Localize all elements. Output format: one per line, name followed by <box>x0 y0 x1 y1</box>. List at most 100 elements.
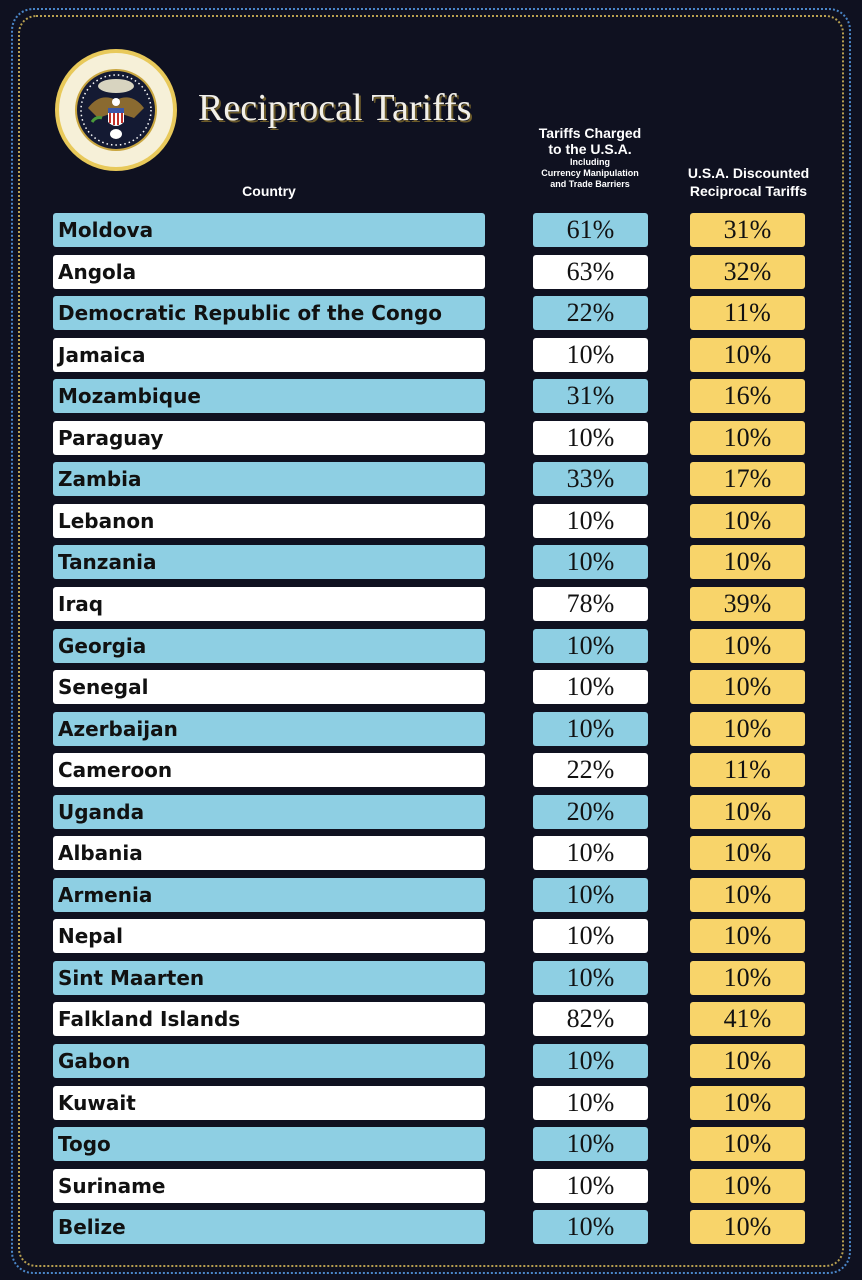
outer-dotted-border <box>11 8 851 1274</box>
table-row: Armenia 10% 10% <box>0 877 862 912</box>
table-row: Democratic Republic of the Congo 22% 11% <box>0 296 862 331</box>
country-cell: Sint Maarten <box>53 960 485 995</box>
tariff-charged-cell: 10% <box>533 1168 648 1203</box>
discounted-tariff-cell: 17% <box>690 462 805 497</box>
header-charged-sub3: and Trade Barriers <box>550 179 630 189</box>
country-cell: Democratic Republic of the Congo <box>53 296 485 331</box>
country-cell: Cameroon <box>53 753 485 788</box>
tariff-charged-cell: 22% <box>533 753 648 788</box>
discounted-tariff-cell: 10% <box>690 1044 805 1078</box>
table-row: Togo 10% 10% <box>0 1127 862 1162</box>
table-row: Senegal 10% 10% <box>0 670 862 705</box>
country-cell: Zambia <box>53 462 485 497</box>
table-row: Kuwait 10% 10% <box>0 1085 862 1120</box>
table-row: Cameroon 22% 11% <box>0 753 862 788</box>
discounted-tariff-cell: 10% <box>690 1127 805 1162</box>
tariff-charged-cell: 10% <box>533 420 648 455</box>
header-country: Country <box>242 183 296 199</box>
table-row: Tanzania 10% 10% <box>0 545 862 580</box>
discounted-tariff-cell: 41% <box>690 1002 805 1037</box>
table-row: Suriname 10% 10% <box>0 1168 862 1203</box>
tariff-charged-cell: 33% <box>533 462 648 497</box>
country-cell: Jamaica <box>53 337 485 372</box>
discounted-tariff-cell: 10% <box>690 960 805 995</box>
discounted-tariff-cell: 10% <box>690 711 805 746</box>
country-cell: Kuwait <box>53 1085 485 1120</box>
tariff-charged-cell: 10% <box>533 960 648 995</box>
discounted-tariff-cell: 39% <box>690 586 805 621</box>
country-cell: Iraq <box>53 586 485 621</box>
tariff-charged-cell: 10% <box>533 1044 648 1078</box>
table-row: Mozambique 31% 16% <box>0 379 862 414</box>
tariff-charged-cell: 10% <box>533 545 648 580</box>
header-discounted-tariffs: U.S.A. Discounted Reciprocal Tariffs <box>676 164 821 200</box>
country-cell: Belize <box>53 1210 485 1245</box>
country-cell: Uganda <box>53 794 485 829</box>
table-row: Moldova 61% 31% <box>0 213 862 247</box>
tariff-charged-cell: 10% <box>533 337 648 372</box>
tariff-charged-cell: 10% <box>533 1127 648 1162</box>
discounted-tariff-cell: 10% <box>690 794 805 829</box>
presidential-seal-icon <box>55 49 177 171</box>
table-row: Georgia 10% 10% <box>0 628 862 663</box>
table-row: Sint Maarten 10% 10% <box>0 960 862 995</box>
tariff-charged-cell: 78% <box>533 586 648 621</box>
table-row: Iraq 78% 39% <box>0 586 862 621</box>
tariff-charged-cell: 10% <box>533 628 648 663</box>
tariff-charged-cell: 10% <box>533 711 648 746</box>
table-row: Azerbaijan 10% 10% <box>0 711 862 746</box>
discounted-tariff-cell: 10% <box>690 420 805 455</box>
tariff-charged-cell: 10% <box>533 503 648 538</box>
tariff-charged-cell: 10% <box>533 877 648 912</box>
tariff-charged-cell: 10% <box>533 1210 648 1245</box>
country-cell: Armenia <box>53 877 485 912</box>
country-cell: Albania <box>53 836 485 871</box>
page-title: Reciprocal Tariffs <box>198 87 472 129</box>
country-cell: Azerbaijan <box>53 711 485 746</box>
header-charged-line2: to the U.S.A. <box>548 141 632 157</box>
country-cell: Lebanon <box>53 503 485 538</box>
discounted-tariff-cell: 31% <box>690 213 805 247</box>
tariff-charged-cell: 10% <box>533 836 648 871</box>
discounted-tariff-cell: 10% <box>690 628 805 663</box>
country-cell: Tanzania <box>53 545 485 580</box>
discounted-tariff-cell: 10% <box>690 919 805 954</box>
tariff-charged-cell: 31% <box>533 379 648 414</box>
header-charged-sub1: Including <box>570 157 610 167</box>
header-disc-line1: U.S.A. Discounted <box>687 165 810 181</box>
table-row: Lebanon 10% 10% <box>0 503 862 538</box>
country-cell: Moldova <box>53 213 485 247</box>
discounted-tariff-cell: 10% <box>690 545 805 580</box>
country-cell: Suriname <box>53 1168 485 1203</box>
country-cell: Falkland Islands <box>53 1002 485 1037</box>
header-charged-sub2: Currency Manipulation <box>541 168 639 178</box>
country-cell: Togo <box>53 1127 485 1162</box>
inner-dotted-border <box>18 15 844 1267</box>
discounted-tariff-cell: 16% <box>690 379 805 414</box>
table-row: Albania 10% 10% <box>0 836 862 871</box>
discounted-tariff-cell: 10% <box>690 1210 805 1245</box>
country-cell: Senegal <box>53 670 485 705</box>
tariff-charged-cell: 82% <box>533 1002 648 1037</box>
country-cell: Angola <box>53 254 485 289</box>
table-row: Angola 63% 32% <box>0 254 862 289</box>
header-disc-line2: Reciprocal Tariffs <box>689 183 808 199</box>
discounted-tariff-cell: 10% <box>690 1168 805 1203</box>
discounted-tariff-cell: 10% <box>690 670 805 705</box>
discounted-tariff-cell: 11% <box>690 753 805 788</box>
country-cell: Nepal <box>53 919 485 954</box>
tariff-charged-cell: 10% <box>533 919 648 954</box>
discounted-tariff-cell: 10% <box>690 503 805 538</box>
discounted-tariff-cell: 10% <box>690 877 805 912</box>
table-row: Falkland Islands 82% 41% <box>0 1002 862 1037</box>
discounted-tariff-cell: 10% <box>690 1085 805 1120</box>
table-row: Gabon 10% 10% <box>0 1044 862 1078</box>
table-row: Uganda 20% 10% <box>0 794 862 829</box>
discounted-tariff-cell: 11% <box>690 296 805 331</box>
discounted-tariff-cell: 10% <box>690 836 805 871</box>
table-row: Nepal 10% 10% <box>0 919 862 954</box>
header-charged-line1: Tariffs Charged <box>538 125 642 141</box>
country-cell: Mozambique <box>53 379 485 414</box>
header-tariffs-charged: Tariffs Charged to the U.S.A. Including … <box>510 125 670 190</box>
country-cell: Paraguay <box>53 420 485 455</box>
